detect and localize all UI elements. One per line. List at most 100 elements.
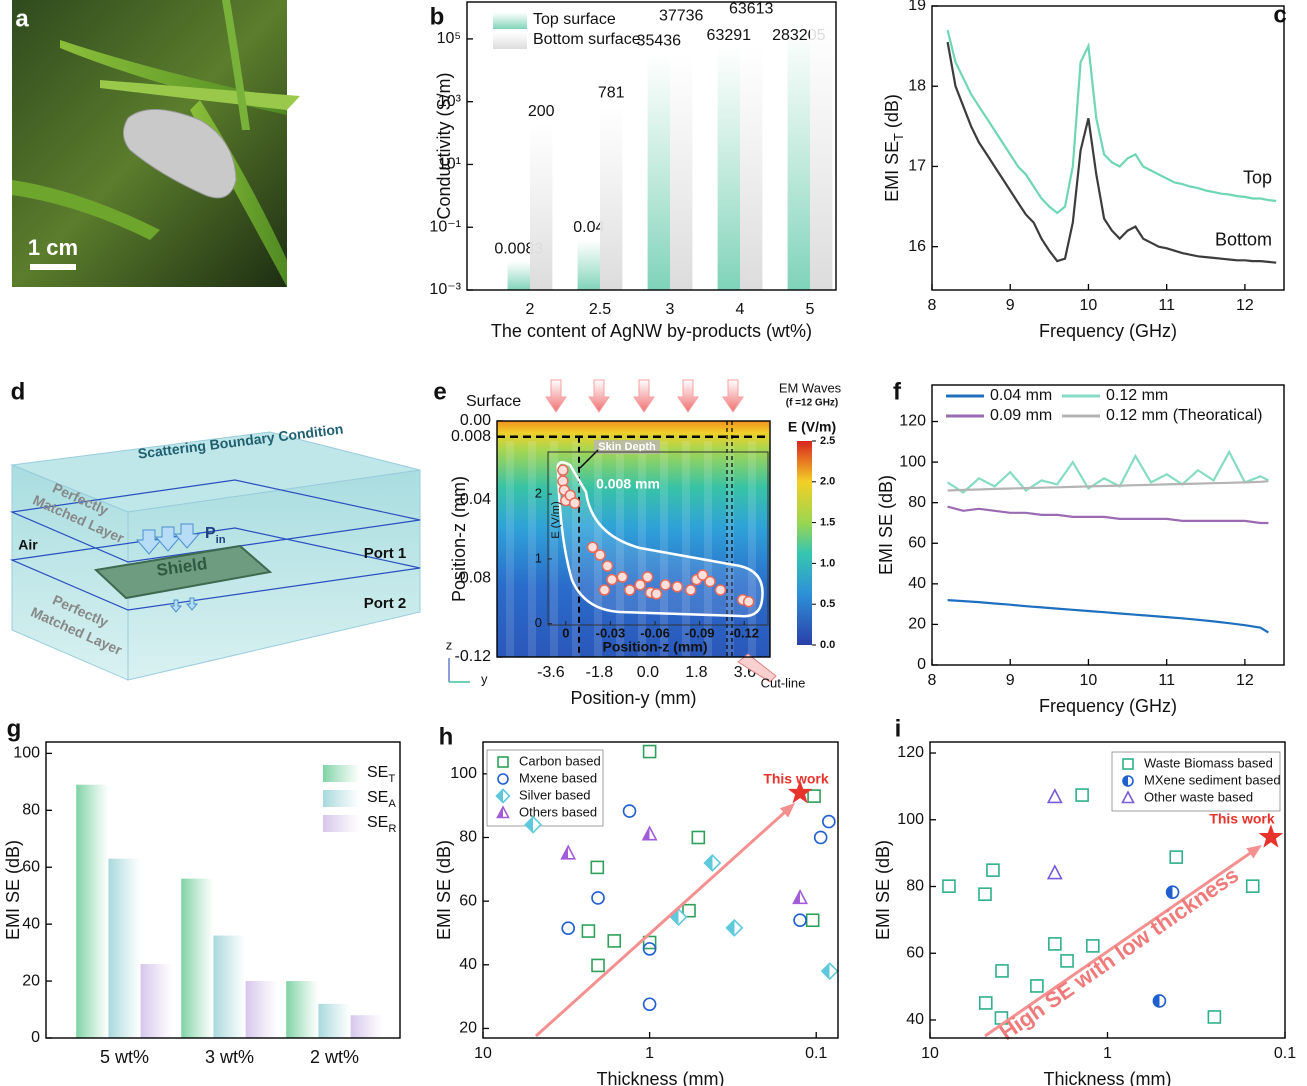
legend-label: Bottom surface [533, 31, 641, 48]
marker [1086, 939, 1100, 953]
legend-label: Others based [519, 804, 597, 819]
legend-marker [496, 805, 510, 819]
y-tick-label: 17 [908, 158, 926, 175]
x-axis-label: Thickness (mm) [1043, 1069, 1171, 1086]
y-axis-label: EMI SE (dB) [3, 840, 23, 940]
y-tick-label: 10⁵ [437, 30, 461, 47]
incident-arrows [135, 523, 201, 613]
bar [213, 935, 246, 1038]
y-tick-label: 10⁻³ [429, 281, 461, 298]
marker [822, 814, 836, 829]
x-tick-label: 1 [645, 1045, 654, 1062]
legend-swatch [493, 12, 527, 29]
y-tick-label: 10⁻¹ [429, 218, 461, 235]
inset-point [606, 573, 618, 586]
value-label: 0.04 [573, 219, 604, 236]
x-tick-label: -1.8 [586, 664, 614, 681]
inset-y-tick-label: 2 [535, 486, 542, 501]
plot-frame [929, 741, 1286, 1039]
marker [1169, 850, 1184, 864]
y-tick-label: 80 [459, 829, 477, 846]
inset-point [557, 475, 569, 487]
legend-marker [497, 756, 509, 768]
marker [641, 825, 658, 841]
marker [978, 887, 992, 901]
y-tick-label: 60 [906, 944, 924, 961]
colorbar-tick-label: 1.0 [820, 557, 835, 569]
x-tick-label: 10 [921, 1045, 939, 1062]
x-tick-label: 1 [1103, 1045, 1112, 1062]
y-tick-label: 40 [22, 915, 40, 932]
legend-marker [497, 773, 509, 785]
x-tick-label: 1.8 [685, 664, 707, 681]
legend-label: Carbon based [519, 753, 601, 768]
bar [286, 981, 319, 1038]
marker [805, 913, 820, 928]
air-label: Air [18, 537, 38, 553]
y-tick-label: 60 [908, 534, 926, 551]
legend-marker [495, 788, 511, 804]
bar [577, 239, 600, 290]
y-tick-label: 80 [22, 802, 40, 819]
y-tick-label: 40 [459, 956, 477, 973]
bar [717, 45, 740, 290]
series-line [947, 449, 1269, 494]
bar [108, 858, 141, 1038]
x-tick-label: 2 wt% [310, 1047, 359, 1067]
legend-marker [1122, 775, 1134, 787]
y-tick-label: -0.12 [455, 648, 492, 665]
power-main: P [205, 525, 216, 542]
marker [622, 804, 637, 818]
trend-arrow-head [1246, 845, 1262, 859]
y-axis-label-part: (dB) [882, 94, 902, 133]
inset-point [641, 571, 654, 583]
panel-label: f [893, 378, 902, 405]
annotation: High SE with low thickness [995, 862, 1243, 1045]
bar [787, 24, 810, 291]
inset-y-tick-label: 1 [535, 550, 542, 565]
y-tick-label: 0 [917, 656, 926, 673]
x-tick-label: 12 [1236, 672, 1254, 689]
legend-label-part: R [388, 823, 396, 835]
colorbar-tick-label: 0.5 [820, 598, 835, 610]
legend-label: Other waste based [1144, 789, 1253, 804]
inset-x-tick-label: -0.09 [685, 625, 715, 640]
legend-marker [1122, 758, 1134, 770]
panel-label: h [439, 723, 454, 750]
y-tick-label: 16 [908, 238, 926, 255]
inset-point [659, 579, 672, 591]
colorbar-tick-label: 2.0 [820, 476, 835, 488]
inset-point [616, 571, 629, 583]
legend-swatch [323, 790, 360, 807]
series-line [946, 29, 1277, 215]
scale-bar-label: 1 cm [28, 235, 78, 260]
marker [1046, 864, 1063, 880]
port-plane [9, 479, 421, 563]
x-tick-label: 11 [1158, 297, 1175, 314]
marker [691, 830, 706, 845]
bar [810, 23, 833, 291]
leaf [12, 180, 160, 240]
legend-label: 0.12 mm [1106, 387, 1168, 404]
inset-point [601, 560, 614, 572]
photo: 1 cm a [12, 0, 300, 287]
marker [1258, 824, 1284, 848]
marker [793, 913, 807, 928]
power-label: Pin [205, 525, 226, 546]
y-tick-label: 40 [906, 1011, 924, 1028]
panel-label: a [15, 5, 29, 32]
axis-icon-label: z [446, 637, 453, 652]
marker [942, 879, 956, 893]
inset-point [742, 595, 755, 608]
x-tick-label: 10 [1080, 672, 1098, 689]
bar [140, 964, 173, 1038]
legend-label: Mxene based [519, 770, 597, 785]
marker [524, 815, 543, 834]
value-label: 35436 [637, 32, 682, 49]
inset-x-label: Position-z (mm) [603, 639, 708, 655]
legend-swatch [323, 765, 360, 782]
panel-label: e [433, 378, 446, 405]
bar [647, 53, 670, 290]
y-tick-label: 19 [908, 0, 926, 14]
